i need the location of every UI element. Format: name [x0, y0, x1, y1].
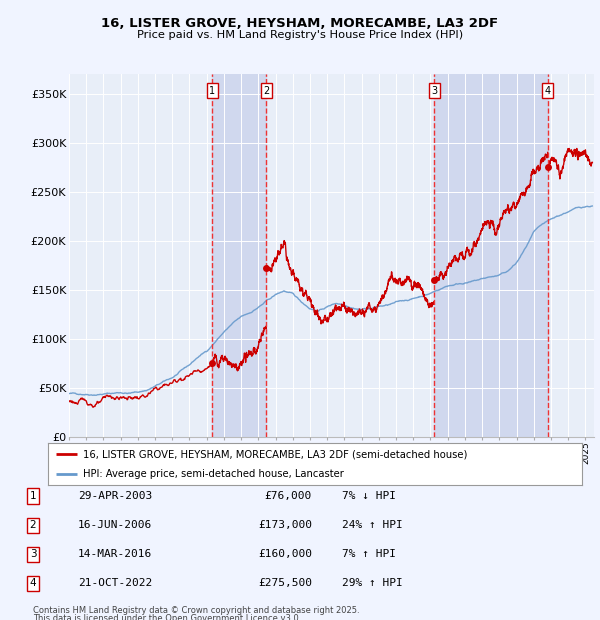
Text: £160,000: £160,000	[258, 549, 312, 559]
Text: 3: 3	[29, 549, 37, 559]
Bar	[212, 74, 266, 437]
Text: 29% ↑ HPI: 29% ↑ HPI	[342, 578, 403, 588]
Text: 3: 3	[431, 86, 437, 95]
Text: 29-APR-2003: 29-APR-2003	[78, 491, 152, 501]
Text: 24% ↑ HPI: 24% ↑ HPI	[342, 520, 403, 530]
Text: 7% ↓ HPI: 7% ↓ HPI	[342, 491, 396, 501]
Text: £173,000: £173,000	[258, 520, 312, 530]
Text: £275,500: £275,500	[258, 578, 312, 588]
Text: Price paid vs. HM Land Registry's House Price Index (HPI): Price paid vs. HM Land Registry's House …	[137, 30, 463, 40]
Text: 1: 1	[209, 86, 215, 95]
Text: £76,000: £76,000	[265, 491, 312, 501]
Text: Contains HM Land Registry data © Crown copyright and database right 2025.: Contains HM Land Registry data © Crown c…	[33, 606, 359, 616]
Text: This data is licensed under the Open Government Licence v3.0.: This data is licensed under the Open Gov…	[33, 614, 301, 620]
Text: HPI: Average price, semi-detached house, Lancaster: HPI: Average price, semi-detached house,…	[83, 469, 344, 479]
Text: 16, LISTER GROVE, HEYSHAM, MORECAMBE, LA3 2DF (semi-detached house): 16, LISTER GROVE, HEYSHAM, MORECAMBE, LA…	[83, 450, 467, 459]
Text: 21-OCT-2022: 21-OCT-2022	[78, 578, 152, 588]
Text: 16, LISTER GROVE, HEYSHAM, MORECAMBE, LA3 2DF: 16, LISTER GROVE, HEYSHAM, MORECAMBE, LA…	[101, 17, 499, 30]
Text: 2: 2	[263, 86, 269, 95]
Bar	[434, 74, 548, 437]
Text: 4: 4	[29, 578, 37, 588]
Text: 7% ↑ HPI: 7% ↑ HPI	[342, 549, 396, 559]
Text: 16-JUN-2006: 16-JUN-2006	[78, 520, 152, 530]
Text: 1: 1	[29, 491, 37, 501]
Text: 4: 4	[545, 86, 551, 95]
Text: 14-MAR-2016: 14-MAR-2016	[78, 549, 152, 559]
Text: 2: 2	[29, 520, 37, 530]
